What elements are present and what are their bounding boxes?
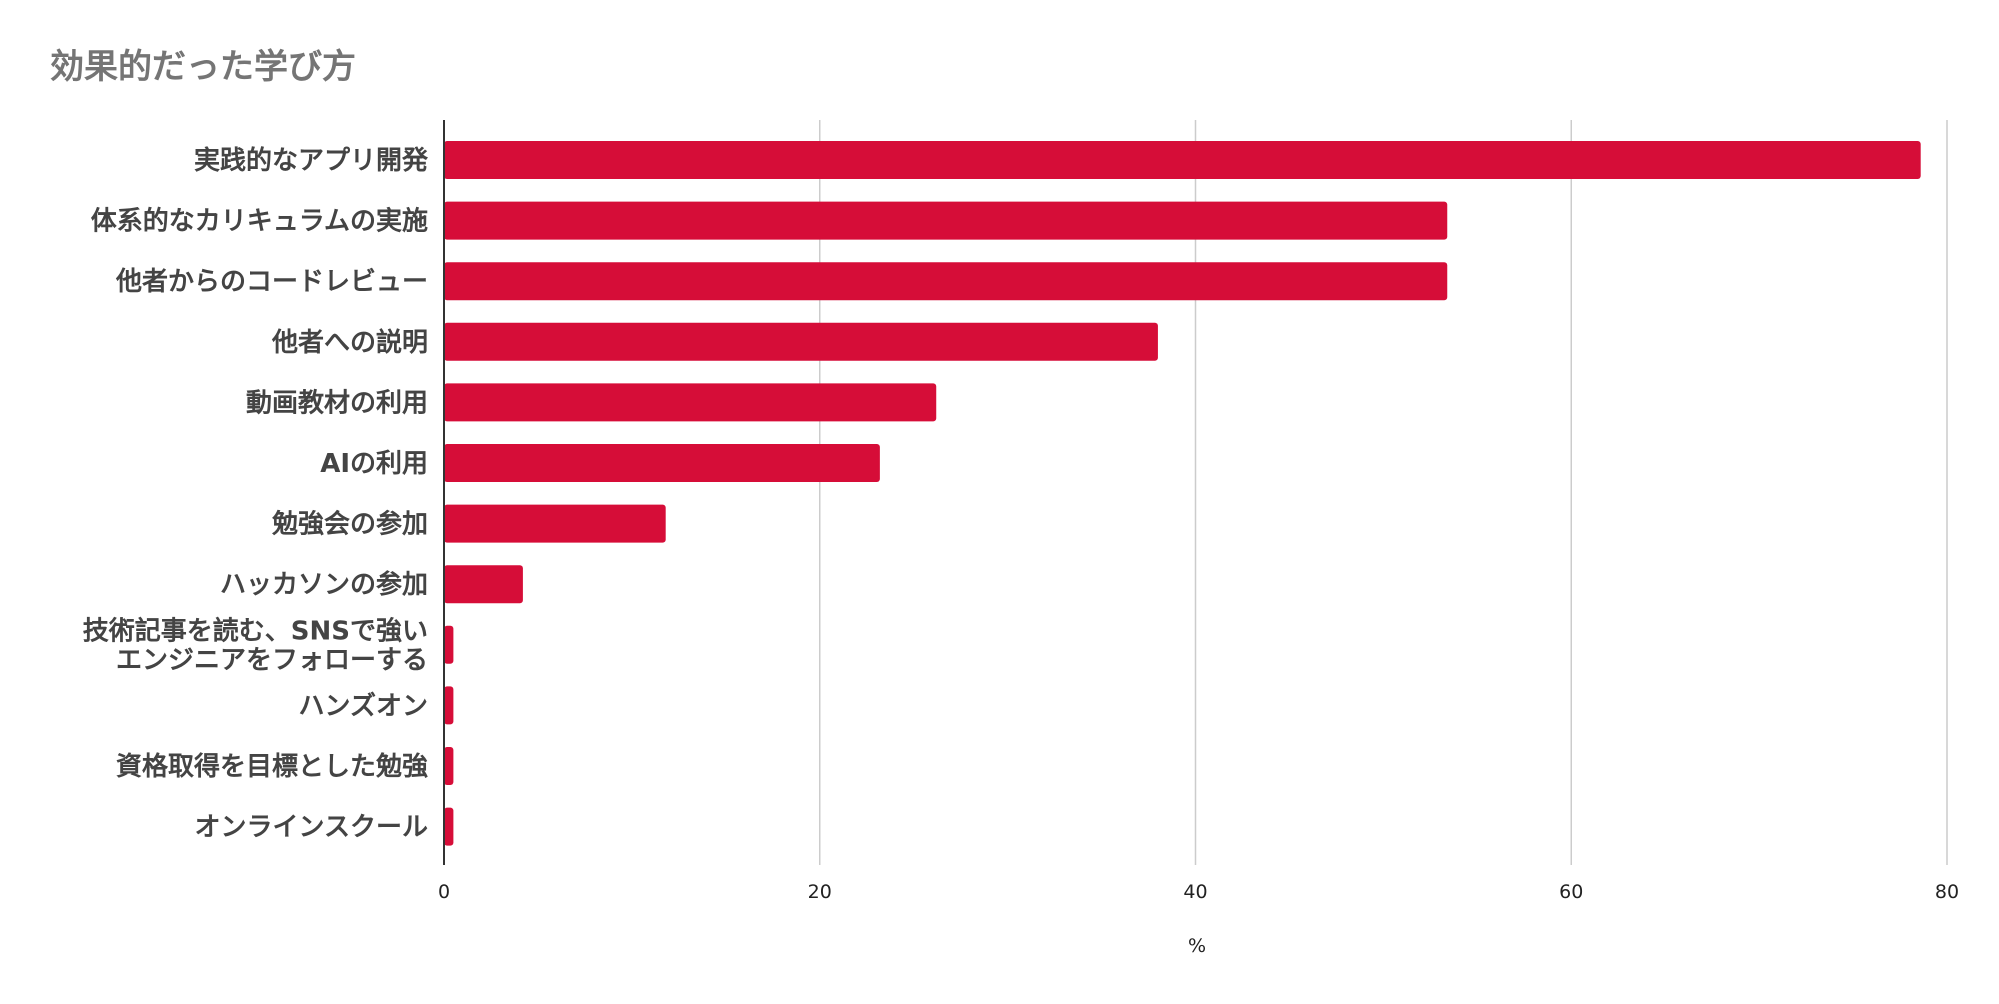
- category-label: 実践的なアプリ開発: [194, 145, 429, 176]
- gridlines: [819, 120, 1948, 865]
- bar: [444, 262, 1448, 301]
- bar: [444, 383, 937, 422]
- chart-title: 効果的だった学び方: [50, 47, 356, 87]
- bar: [444, 504, 666, 543]
- category-label: 技術記事を読む、SNSで強い: [83, 615, 428, 646]
- category-label: 資格取得を目標とした勉強: [116, 751, 428, 782]
- x-tick-label: 60: [1559, 881, 1583, 903]
- bar: [444, 565, 523, 604]
- x-tick-label: 0: [438, 881, 450, 903]
- x-tick-label: 80: [1935, 881, 1959, 903]
- bar: [444, 322, 1158, 361]
- bar: [444, 444, 880, 482]
- category-label: ハッカソンの参加: [220, 569, 428, 600]
- bar: [444, 625, 454, 664]
- category-label: 他者への説明: [271, 327, 428, 358]
- x-axis-title: %: [1188, 935, 1206, 957]
- bar: [444, 686, 454, 725]
- x-tick-label: 20: [808, 881, 832, 903]
- category-label: ハンズオン: [299, 690, 428, 721]
- category-label: 他者からのコードレビュー: [115, 267, 428, 297]
- category-label: オンラインスクール: [195, 813, 428, 843]
- category-label: エンジニアをフォローする: [116, 645, 428, 675]
- category-label: AIの利用: [320, 449, 428, 479]
- bars: [444, 141, 1921, 846]
- bar: [444, 807, 454, 846]
- category-label: 動画教材の利用: [246, 388, 428, 418]
- bar: [444, 747, 454, 785]
- category-label: 体系的なカリキュラムの実施: [91, 206, 428, 237]
- category-label: 勉強会の参加: [271, 509, 428, 540]
- category-labels: 実践的なアプリ開発体系的なカリキュラムの実施他者からのコードレビュー他者への説明…: [83, 145, 429, 843]
- bar: [444, 141, 1921, 179]
- x-tick-label: 40: [1183, 881, 1207, 903]
- x-tick-labels: 0 20 40 60 80: [438, 881, 1959, 903]
- bar: [444, 201, 1448, 240]
